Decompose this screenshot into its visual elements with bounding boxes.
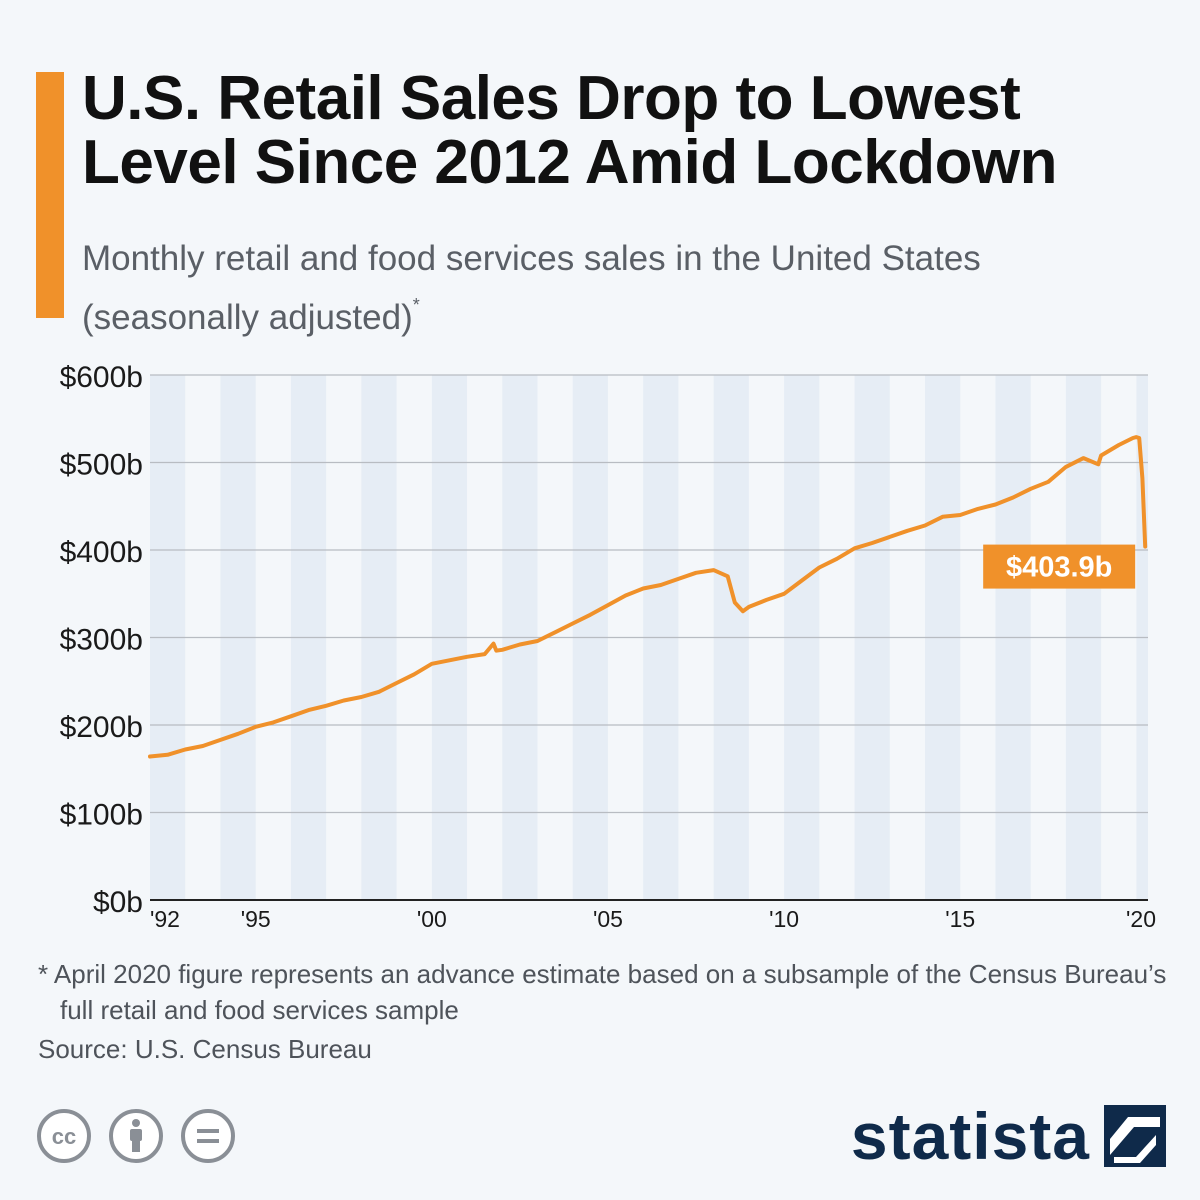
x-tick-label: '15 bbox=[945, 906, 975, 932]
y-tick-label: $500b bbox=[60, 449, 143, 482]
series-layer bbox=[148, 435, 1148, 759]
license-icons: cc bbox=[36, 1108, 236, 1164]
svg-text:cc: cc bbox=[52, 1124, 76, 1149]
annotation-layer: $403.9b bbox=[983, 544, 1136, 589]
annotation-box bbox=[983, 544, 1136, 589]
subtitle-line-2: (seasonally adjusted) bbox=[82, 298, 413, 337]
x-tick-label: '95 bbox=[241, 906, 271, 932]
x-axis-labels: '92 '95 '00 '05 '10 '15 '20 bbox=[150, 906, 1156, 932]
no-derivatives-icon[interactable] bbox=[180, 1108, 236, 1164]
title-line-2: Level Since 2012 Amid Lockdown bbox=[82, 128, 1058, 197]
statista-logo-icon bbox=[1104, 1105, 1166, 1167]
attribution-icon[interactable] bbox=[108, 1108, 164, 1164]
retail-sales-chart: $0b $100b $200b $300b $400b $500b $600b '92 '95… bbox=[60, 361, 1156, 932]
statista-logo[interactable]: statista bbox=[851, 1098, 1166, 1174]
subtitle-line-1: Monthly retail and food services sales i… bbox=[82, 239, 981, 278]
y-tick-label: $200b bbox=[60, 711, 143, 744]
footnote: * April 2020 figure represents an advanc… bbox=[38, 959, 1167, 1025]
y-tick-label: $0b bbox=[93, 886, 143, 919]
x-tick-label: '10 bbox=[769, 906, 799, 932]
x-tick-label: '00 bbox=[417, 906, 447, 932]
subtitle: Monthly retail and food services sales i… bbox=[82, 236, 1182, 341]
gridlines bbox=[150, 374, 1148, 901]
y-tick-label: $100b bbox=[60, 799, 143, 832]
subtitle-marker: * bbox=[412, 295, 420, 315]
x-tick-label: '05 bbox=[593, 906, 623, 932]
source: Source: U.S. Census Bureau bbox=[38, 1034, 372, 1064]
y-tick-label: $400b bbox=[60, 536, 143, 569]
title-line-1: U.S. Retail Sales Drop to Lowest bbox=[82, 64, 1021, 133]
y-axis-labels: $0b $100b $200b $300b $400b $500b $600b bbox=[60, 361, 143, 919]
annotation-label: $403.9b bbox=[1006, 552, 1112, 584]
y-tick-label: $300b bbox=[60, 624, 143, 657]
series-line bbox=[148, 435, 1148, 759]
brand-wordmark: statista bbox=[850, 1099, 1090, 1173]
x-tick-label: '20 bbox=[1126, 906, 1156, 932]
x-tick-label: '92 bbox=[150, 906, 180, 932]
y-tick-label: $600b bbox=[60, 361, 143, 394]
accent-bar bbox=[36, 72, 64, 318]
creative-commons-icon[interactable]: cc bbox=[36, 1108, 92, 1164]
page-title: U.S. Retail Sales Drop to Lowest Level S… bbox=[82, 68, 1182, 196]
